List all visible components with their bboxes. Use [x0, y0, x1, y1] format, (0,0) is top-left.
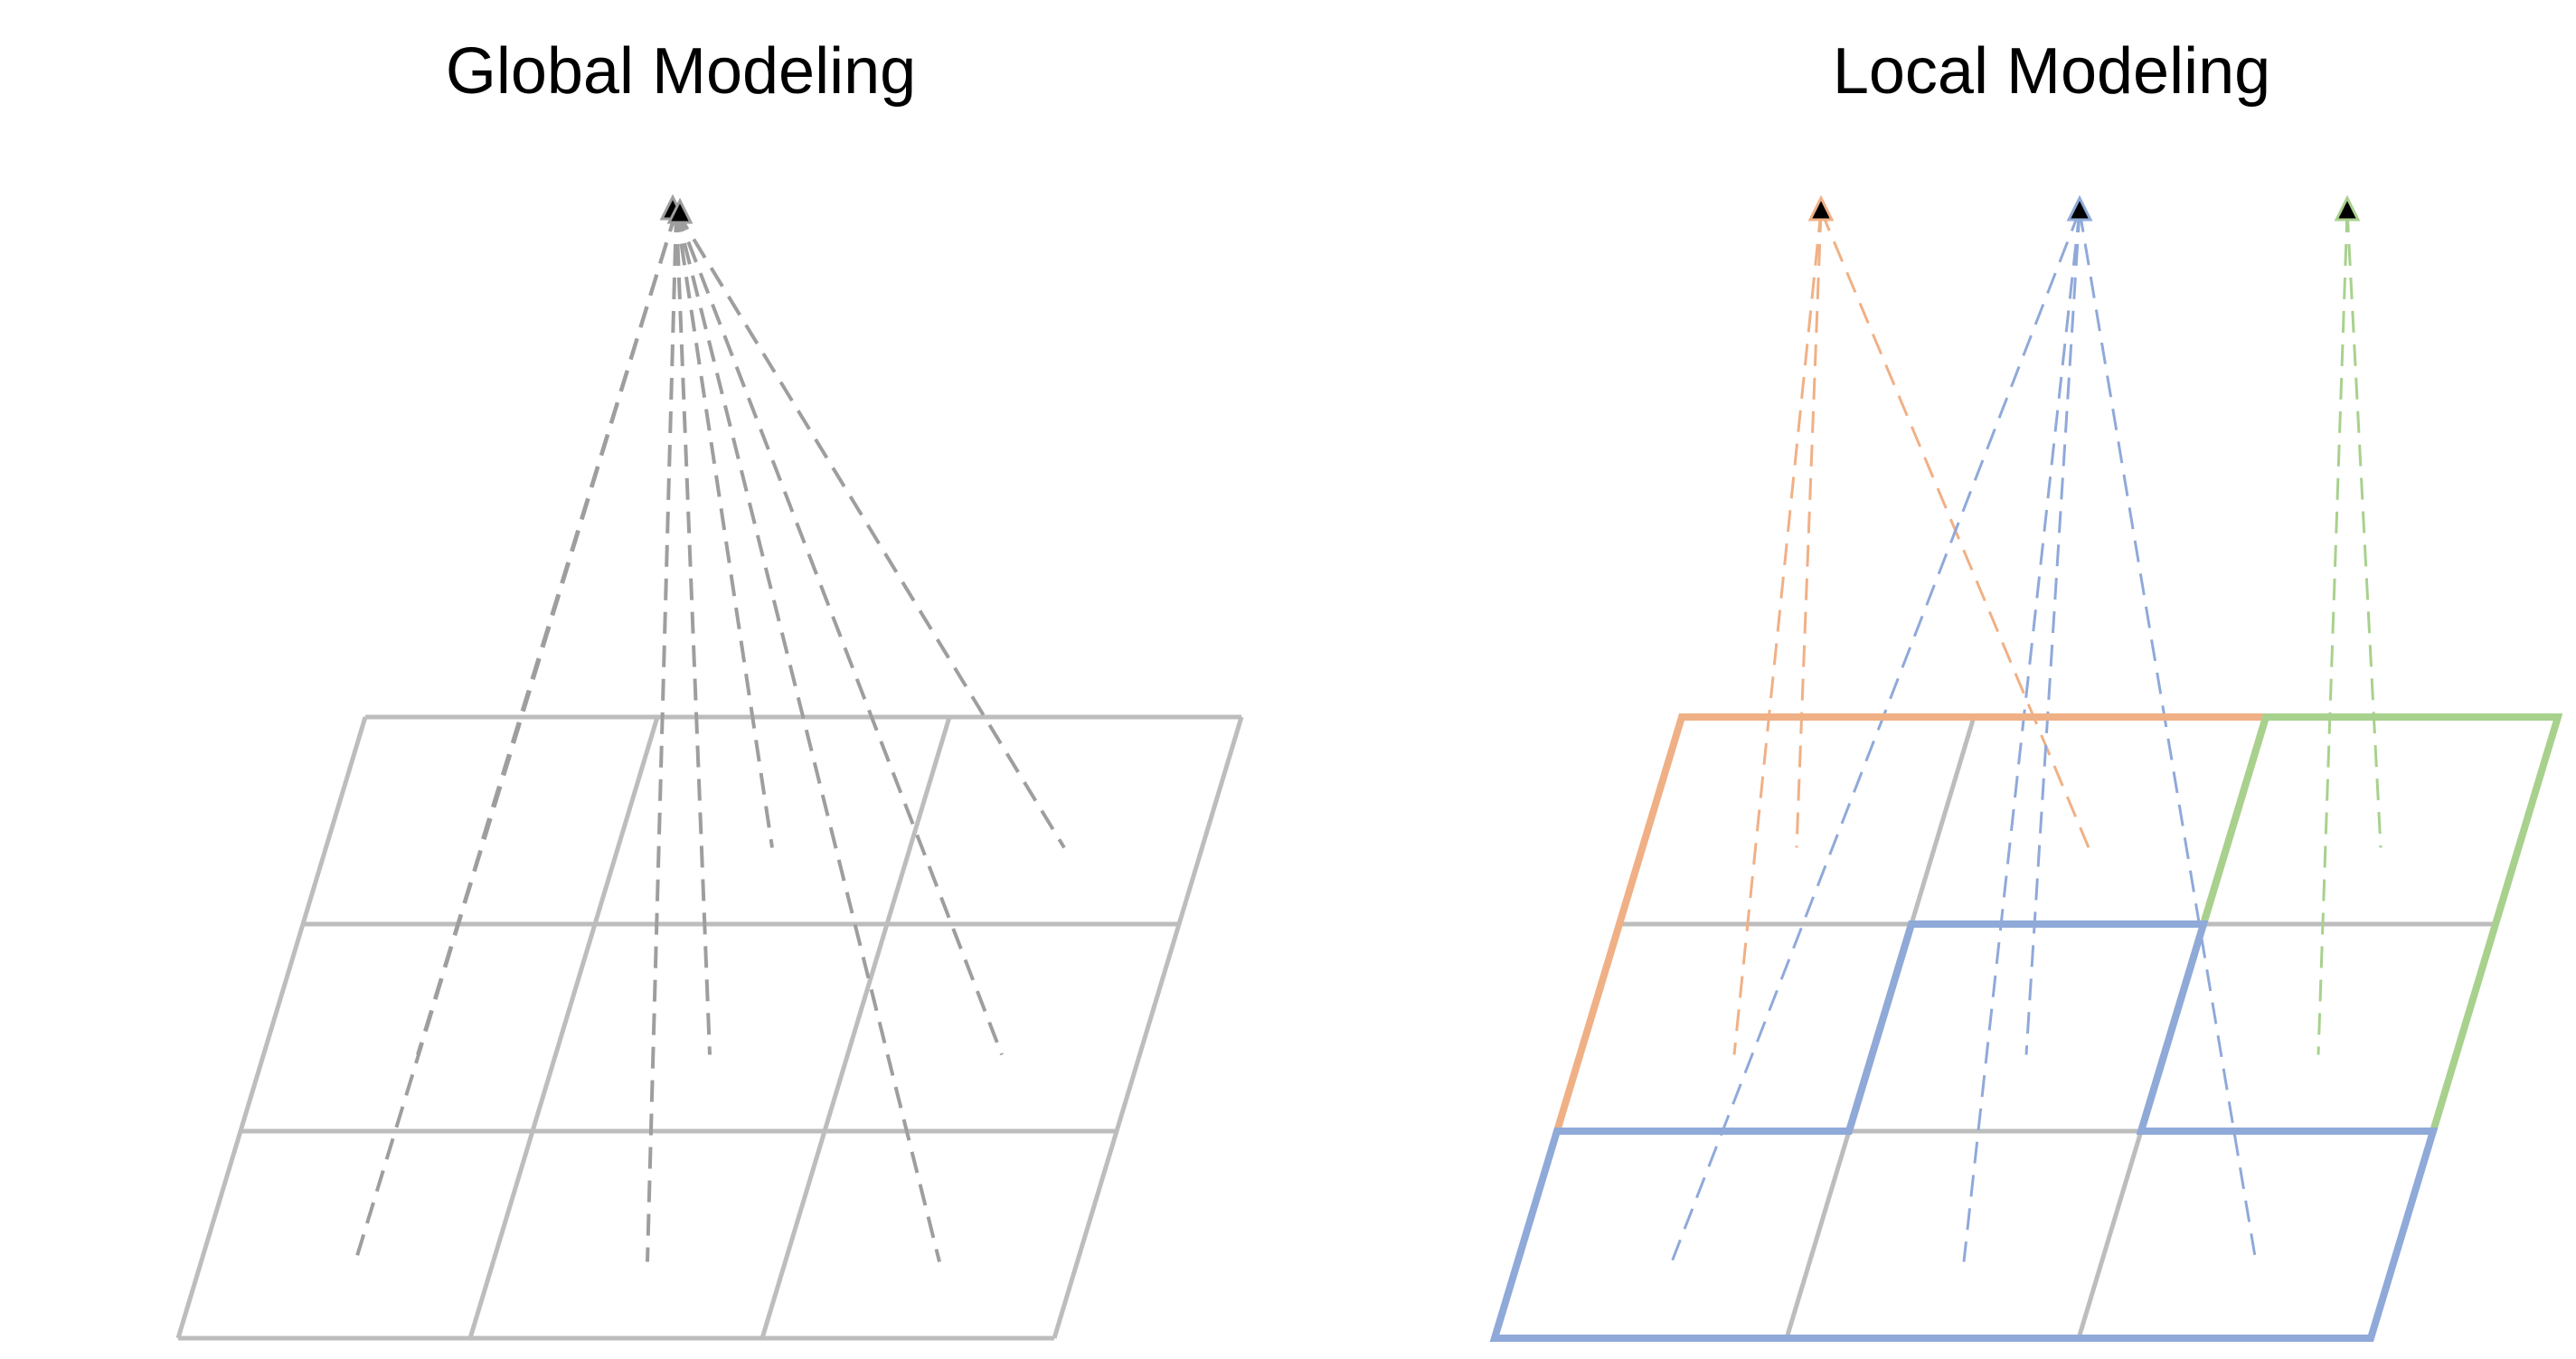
global-query-marker	[659, 193, 694, 224]
green-query-marker	[2334, 194, 2361, 222]
global-grid-column-line	[175, 716, 368, 1339]
blue-window	[1489, 920, 2439, 1342]
local-query-markers	[1807, 194, 2361, 222]
global-attention-line	[675, 210, 941, 1262]
local-modeling-title: Local Modeling	[1832, 35, 2271, 108]
blue-attention-line	[1670, 210, 2081, 1263]
orange-attention-line	[1795, 210, 1823, 848]
global-query-marker	[666, 197, 694, 224]
global-attention-lines	[354, 209, 1066, 1263]
global-grid-column-line	[1052, 716, 1244, 1339]
global-attention-line	[675, 210, 1004, 1056]
global-attention-line	[675, 210, 774, 848]
local-attention-lines	[1670, 210, 2383, 1263]
blue-query-marker	[2066, 194, 2093, 222]
global-modeling-title: Global Modeling	[445, 35, 917, 108]
global-attention-line	[675, 210, 712, 1055]
blue-attention-line	[1962, 210, 2081, 1262]
green-attention-line	[2317, 210, 2349, 1055]
local-windows	[1489, 713, 2563, 1342]
global-grid-column-line	[467, 716, 660, 1339]
blue-attention-line	[2024, 210, 2081, 1055]
global-attention-line	[646, 210, 678, 1262]
global-attention-line	[675, 209, 1066, 849]
global-grid-column-line	[760, 716, 952, 1339]
global-attention-line	[354, 210, 678, 1263]
orange-attention-line	[1732, 210, 1823, 1055]
global-grid	[175, 714, 1244, 1341]
green-attention-line	[2345, 210, 2383, 848]
orange-query-marker	[1807, 194, 1835, 222]
blue-attention-line	[2078, 210, 2258, 1262]
